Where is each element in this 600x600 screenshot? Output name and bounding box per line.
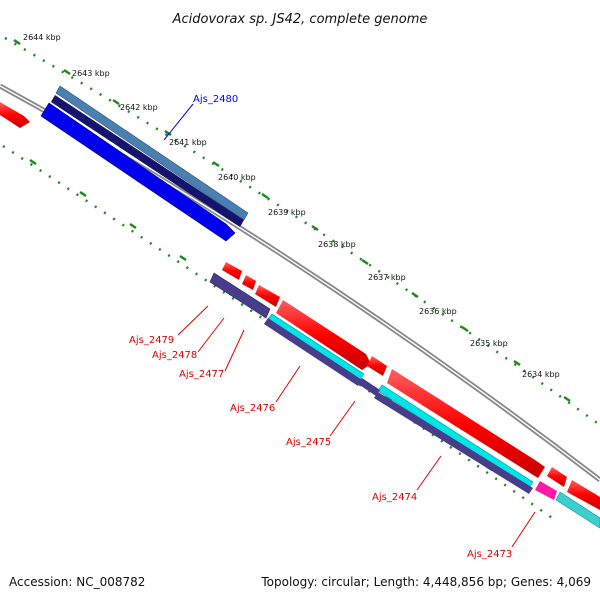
kbp-label: 2640 kbp xyxy=(218,173,256,182)
kbp-label: 2638 kbp xyxy=(318,240,356,249)
kbp-label: 2637 kbp xyxy=(368,273,406,282)
gene-label-ajs-2476[interactable]: Ajs_2476 xyxy=(230,403,275,414)
cds-navy xyxy=(51,95,244,227)
gene-label-ajs-2478[interactable]: Ajs_2478 xyxy=(152,350,197,361)
kbp-labels: 2644 kbp 2643 kbp 2642 kbp 2641 kbp 2640… xyxy=(23,33,560,379)
cds-red-left xyxy=(0,102,30,128)
gene-label-ajs-2477[interactable]: Ajs_2477 xyxy=(179,369,224,380)
genome-summary: Topology: circular; Length: 4,448,856 bp… xyxy=(260,575,591,589)
major-ticks xyxy=(13,38,571,472)
cds-ajs-2473 xyxy=(535,481,557,500)
gene-label-ajs-2479[interactable]: Ajs_2479 xyxy=(129,335,174,346)
cds-row-purple xyxy=(209,272,533,494)
cds-row-red xyxy=(222,262,600,510)
kbp-label: 2642 kbp xyxy=(120,103,158,112)
gene-label-ajs-2475[interactable]: Ajs_2475 xyxy=(286,437,331,448)
kbp-label: 2635 kbp xyxy=(470,339,508,348)
gene-labels[interactable]: Ajs_2480 Ajs_2479 Ajs_2478 Ajs_2477 Ajs_… xyxy=(129,94,536,560)
tick-ring-outer xyxy=(4,36,600,427)
accession-label: Accession: NC_008782 xyxy=(9,575,145,589)
kbp-label: 2641 kbp xyxy=(169,138,207,147)
gene-label-ajs-2474[interactable]: Ajs_2474 xyxy=(372,492,417,503)
kbp-label: 2639 kbp xyxy=(268,208,306,217)
kbp-label: 2634 kbp xyxy=(522,370,560,379)
gene-label-ajs-2473[interactable]: Ajs_2473 xyxy=(467,549,512,560)
kbp-label: 2643 kbp xyxy=(72,69,110,78)
kbp-label: 2644 kbp xyxy=(23,33,61,42)
gene-label-ajs-2480[interactable]: Ajs_2480 xyxy=(193,94,238,105)
cds-ajs-2480 xyxy=(40,102,236,242)
map-title: Acidovorax sp. JS42, complete genome xyxy=(172,12,428,27)
kbp-label: 2636 kbp xyxy=(419,307,457,316)
